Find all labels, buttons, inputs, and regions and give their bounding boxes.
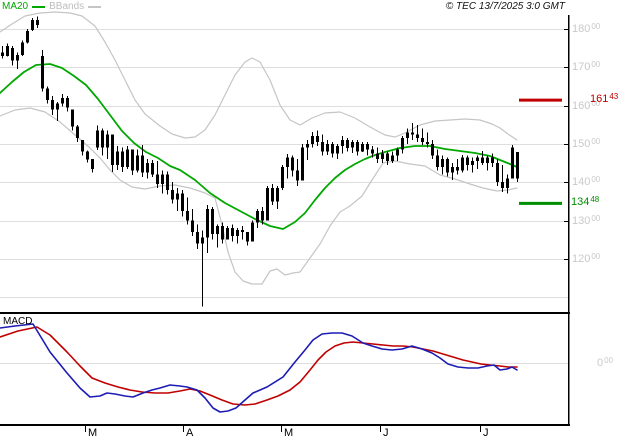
y-axis-tick-label: 12000	[572, 252, 601, 265]
y-axis-tick-label: 14000	[572, 175, 601, 188]
x-axis-month-label: M	[88, 427, 98, 439]
indicator-legend: MA20 BBands	[2, 1, 102, 13]
x-axis-month-label: M	[284, 427, 294, 439]
y-axis-tick-label: 13000	[572, 214, 601, 227]
macd-panel-label: MACD	[3, 316, 33, 327]
y-axis-tick-label: 16000	[572, 99, 601, 112]
x-axis-month-label: A	[186, 427, 194, 439]
macd-zero-label: 000	[597, 356, 614, 369]
ma20-line-swatch	[32, 6, 46, 8]
x-axis-month-label: J	[383, 427, 389, 439]
y-axis-tick-label: 15000	[572, 137, 601, 150]
x-axis-month-label: J	[483, 427, 489, 439]
resistance-price-label: 16143	[590, 92, 619, 105]
copyright-timestamp: © TEC 13/7/2025 3:0 GMT	[445, 1, 565, 12]
bbands-legend-label: BBands	[49, 1, 85, 12]
ma20-legend-label: MA20	[2, 1, 29, 12]
support-price-label: 13448	[571, 195, 600, 208]
y-axis-tick-label: 18000	[572, 22, 601, 35]
y-axis-tick-label: 17000	[572, 60, 601, 73]
bbands-line-swatch	[88, 6, 102, 8]
